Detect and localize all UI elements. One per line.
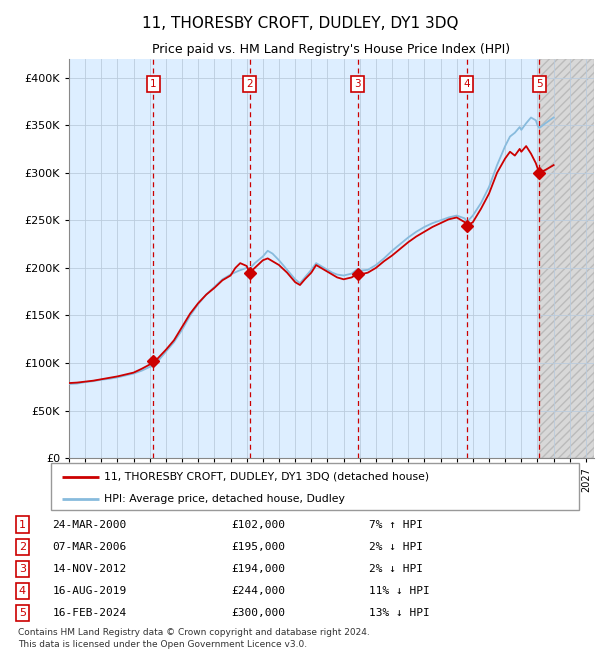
Text: 07-MAR-2006: 07-MAR-2006: [52, 541, 127, 552]
Text: 16-FEB-2024: 16-FEB-2024: [52, 608, 127, 618]
FancyBboxPatch shape: [51, 463, 579, 510]
Text: 13% ↓ HPI: 13% ↓ HPI: [369, 608, 430, 618]
Text: 3: 3: [355, 79, 361, 89]
Text: Contains HM Land Registry data © Crown copyright and database right 2024.
This d: Contains HM Land Registry data © Crown c…: [18, 628, 370, 649]
Text: 1: 1: [150, 79, 157, 89]
Text: 11, THORESBY CROFT, DUDLEY, DY1 3DQ: 11, THORESBY CROFT, DUDLEY, DY1 3DQ: [142, 16, 458, 31]
Text: 14-NOV-2012: 14-NOV-2012: [52, 564, 127, 574]
Text: 2% ↓ HPI: 2% ↓ HPI: [369, 564, 423, 574]
Text: 1: 1: [19, 519, 26, 530]
Text: 5: 5: [19, 608, 26, 618]
Text: 11, THORESBY CROFT, DUDLEY, DY1 3DQ (detached house): 11, THORESBY CROFT, DUDLEY, DY1 3DQ (det…: [104, 471, 429, 482]
Bar: [69, 58, 539, 458]
Text: 7% ↑ HPI: 7% ↑ HPI: [369, 519, 423, 530]
Text: 2% ↓ HPI: 2% ↓ HPI: [369, 541, 423, 552]
Text: 3: 3: [19, 564, 26, 574]
Text: 16-AUG-2019: 16-AUG-2019: [52, 586, 127, 596]
Text: £102,000: £102,000: [231, 519, 285, 530]
Text: £244,000: £244,000: [231, 586, 285, 596]
Text: £300,000: £300,000: [231, 608, 285, 618]
Text: 5: 5: [536, 79, 543, 89]
Bar: [539, 58, 594, 458]
Text: HPI: Average price, detached house, Dudley: HPI: Average price, detached house, Dudl…: [104, 493, 344, 504]
Title: Price paid vs. HM Land Registry's House Price Index (HPI): Price paid vs. HM Land Registry's House …: [152, 43, 511, 56]
Text: 2: 2: [246, 79, 253, 89]
Text: 4: 4: [19, 586, 26, 596]
Text: £195,000: £195,000: [231, 541, 285, 552]
Text: 24-MAR-2000: 24-MAR-2000: [52, 519, 127, 530]
Text: 2: 2: [19, 541, 26, 552]
Text: £194,000: £194,000: [231, 564, 285, 574]
Text: 11% ↓ HPI: 11% ↓ HPI: [369, 586, 430, 596]
Text: 4: 4: [463, 79, 470, 89]
